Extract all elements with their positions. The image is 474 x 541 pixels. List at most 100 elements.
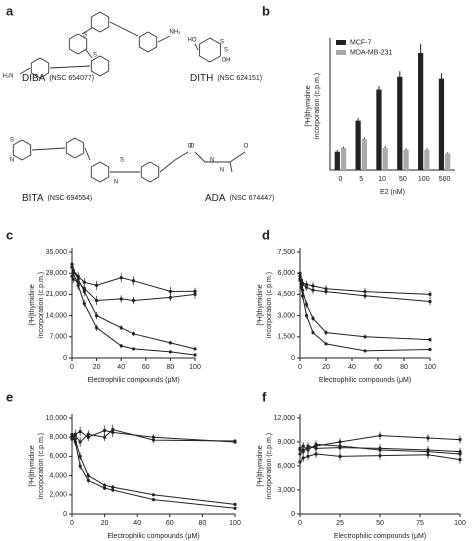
point [304,302,309,306]
point [70,274,74,278]
point [233,439,237,443]
point [103,483,107,487]
y-axis-label: [³H]thymidine [257,445,264,486]
atom-label: OH [222,58,231,64]
panel-label: b [262,3,270,18]
legend-label: MDA-MB-231 [350,49,393,56]
x-tick-label: 100 [189,364,201,371]
atom-label: O [190,144,195,150]
y-axis-label: [³H]thymidine [305,85,312,126]
x-tick-label: 25 [336,520,344,527]
point [363,294,367,298]
point [193,353,197,357]
atom-label: S [93,53,97,59]
x-tick-label: 75 [416,520,424,527]
x-tick-label: 50 [376,520,384,527]
compound-name: DITH [190,73,213,84]
bond [229,151,246,163]
y-axis-label: [³H]thymidine [29,445,36,486]
y-axis-label: [³H]thymidine [257,284,264,325]
point [151,498,156,502]
x-tick-label: 40 [348,364,356,371]
point [86,474,90,478]
panel-label: a [6,3,14,18]
y-axis-label: [³H]thymidine [29,284,36,325]
legend-swatch [336,40,346,45]
y-tick-label: 7,500 [277,249,295,256]
atom-label: N [220,168,224,174]
compound-name: ADA [205,193,226,204]
x-axis-label: Electrophilic compounds (μM) [107,533,199,540]
point [233,506,237,510]
bond [84,147,91,161]
point [311,316,315,321]
point [363,349,367,353]
y-tick-label: 3,000 [277,312,295,319]
y-axis-label: incorporation (c.p.m.) [38,433,45,499]
y-tick-label: 9,000 [277,439,295,446]
x-tick-label: 80 [199,520,207,527]
atom-label: NH₂ [170,30,182,36]
atom-label: HO [188,38,197,44]
y-axis-label: incorporation (c.p.m.) [38,272,45,338]
point [338,444,342,448]
point [131,298,136,303]
y-tick-label: 2,000 [49,492,67,499]
y-tick-label: 4,000 [49,472,67,479]
x-axis-label: E2 (nM) [380,189,405,196]
point [298,278,302,282]
point [301,456,305,460]
atom-label: S [120,158,124,164]
bond [85,49,93,59]
point [78,440,82,444]
y-tick-label: 12,000 [274,415,296,422]
series-line [299,278,431,341]
point [95,326,99,330]
point [314,442,318,446]
point [426,453,430,457]
x-axis-label: Electrophilic compounds (μM) [334,533,426,540]
point [306,448,310,452]
x-tick-label: 60 [142,364,150,371]
point [338,454,342,458]
y-tick-label: 4,500 [277,291,295,298]
y-tick-label: 6,000 [277,463,295,470]
ring [199,37,221,63]
point [103,428,107,433]
compound-nsc: (NSC 624151) [217,75,262,82]
bar [376,89,382,170]
point [363,289,367,294]
bond [174,151,189,161]
point [95,314,99,318]
x-tick-label: 80 [167,364,175,371]
point [103,486,107,490]
x-tick-label: 5 [359,176,363,183]
point [378,434,382,438]
atom-label: S [83,33,87,39]
point [95,283,99,287]
x-tick-label: 0 [70,520,74,527]
point [71,277,75,281]
point [151,493,156,497]
x-tick-label: 100 [454,520,466,527]
point [73,440,77,444]
point [111,485,115,489]
x-tick-label: 40 [117,364,125,371]
point [111,488,115,492]
point [168,289,172,293]
bond [159,159,176,173]
point [78,464,82,468]
point [324,330,328,335]
bar [361,138,367,170]
atom-label: H₂N [3,74,14,80]
point [86,478,90,482]
point [301,444,305,448]
point [76,283,80,287]
point [428,299,432,304]
ring [90,55,110,77]
point [458,452,462,456]
y-tick-label: 14,000 [46,312,68,319]
point [363,335,367,339]
point [311,284,315,288]
point [86,432,90,436]
